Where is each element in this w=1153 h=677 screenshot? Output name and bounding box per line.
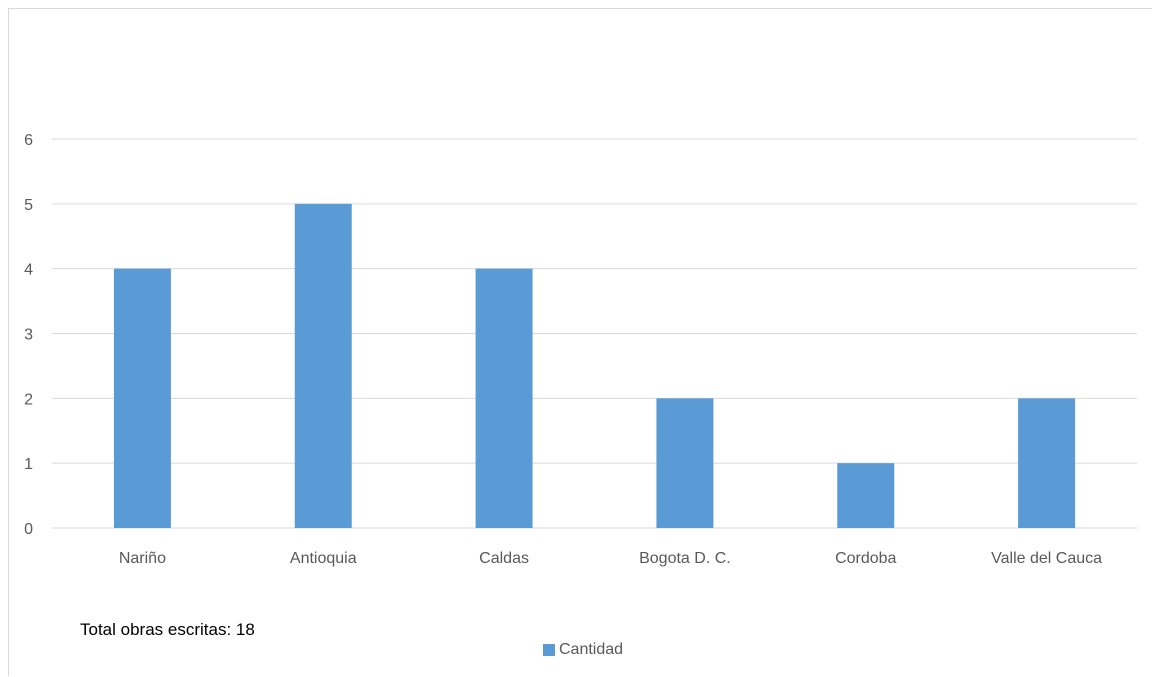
x-category-label: Caldas <box>479 550 529 567</box>
x-category-label: Valle del Cauca <box>991 550 1102 567</box>
legend-swatch <box>543 644 555 656</box>
bar-5 <box>1018 398 1076 528</box>
bar-1 <box>294 203 352 529</box>
chart-frame <box>8 8 1152 676</box>
x-category-label: Antioquia <box>290 550 357 567</box>
x-category-label: Bogota D. C. <box>639 550 731 567</box>
y-tick-label: 6 <box>24 132 33 149</box>
x-category-label: Nariño <box>119 550 166 567</box>
y-tick-label: 1 <box>24 456 33 473</box>
y-tick-label: 4 <box>24 262 33 279</box>
legend-label: Cantidad <box>559 641 624 658</box>
bar-2 <box>475 268 533 528</box>
y-tick-label: 3 <box>24 327 33 344</box>
bar-3 <box>656 398 714 528</box>
bar-4 <box>837 463 895 528</box>
y-tick-label: 0 <box>24 521 33 538</box>
x-category-label: Cordoba <box>835 550 896 567</box>
bar-0 <box>113 268 171 528</box>
y-tick-label: 5 <box>24 197 33 214</box>
y-tick-label: 2 <box>24 391 33 408</box>
chart-legend: Cantidad <box>543 641 623 659</box>
chart-annotation: Total obras escritas: 18 <box>80 620 255 639</box>
